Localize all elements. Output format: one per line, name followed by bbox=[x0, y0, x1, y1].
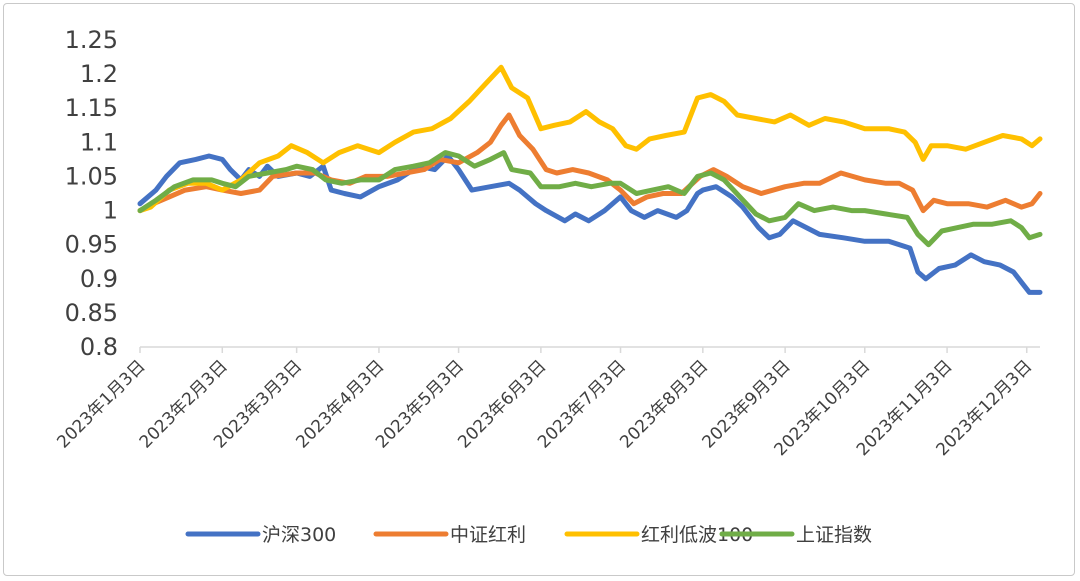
series-lines bbox=[137, 64, 1043, 295]
y-tick-label: 0.9 bbox=[80, 265, 118, 293]
y-tick-label: 0.95 bbox=[65, 231, 118, 259]
y-tick-label: 1.05 bbox=[65, 162, 118, 190]
y-tick-label: 1.1 bbox=[80, 128, 118, 156]
y-tick-label: 0.85 bbox=[65, 299, 118, 327]
y-tick-label: 1.2 bbox=[80, 60, 118, 88]
series-line-1 bbox=[137, 112, 1043, 214]
series-line-3 bbox=[137, 150, 1043, 248]
x-axis-tickmarks bbox=[139, 347, 1028, 353]
x-axis-ticks: 2023年1月3日2023年2月3日2023年3月3日2023年4月3日2023… bbox=[53, 356, 1036, 460]
legend-label: 中证红利 bbox=[450, 524, 526, 546]
y-tick-label: 1.25 bbox=[65, 26, 118, 54]
series-line-2 bbox=[137, 64, 1043, 214]
legend-label: 上证指数 bbox=[796, 524, 872, 546]
legend: 沪深300 中证红利 红利低波100 上证指数 bbox=[185, 524, 872, 546]
chart-frame bbox=[3, 3, 1075, 576]
series-line-0 bbox=[137, 153, 1043, 295]
y-axis-ticks: 1.25 1.2 1.15 1.1 1.05 1 0.95 0.9 0.85 0.8 bbox=[65, 26, 118, 361]
y-tick-label: 1.15 bbox=[65, 94, 118, 122]
legend-label: 沪深300 bbox=[262, 524, 336, 546]
y-tick-label: 1 bbox=[103, 197, 118, 225]
legend-label: 红利低波100 bbox=[641, 524, 753, 546]
y-tick-label: 0.8 bbox=[80, 333, 118, 361]
